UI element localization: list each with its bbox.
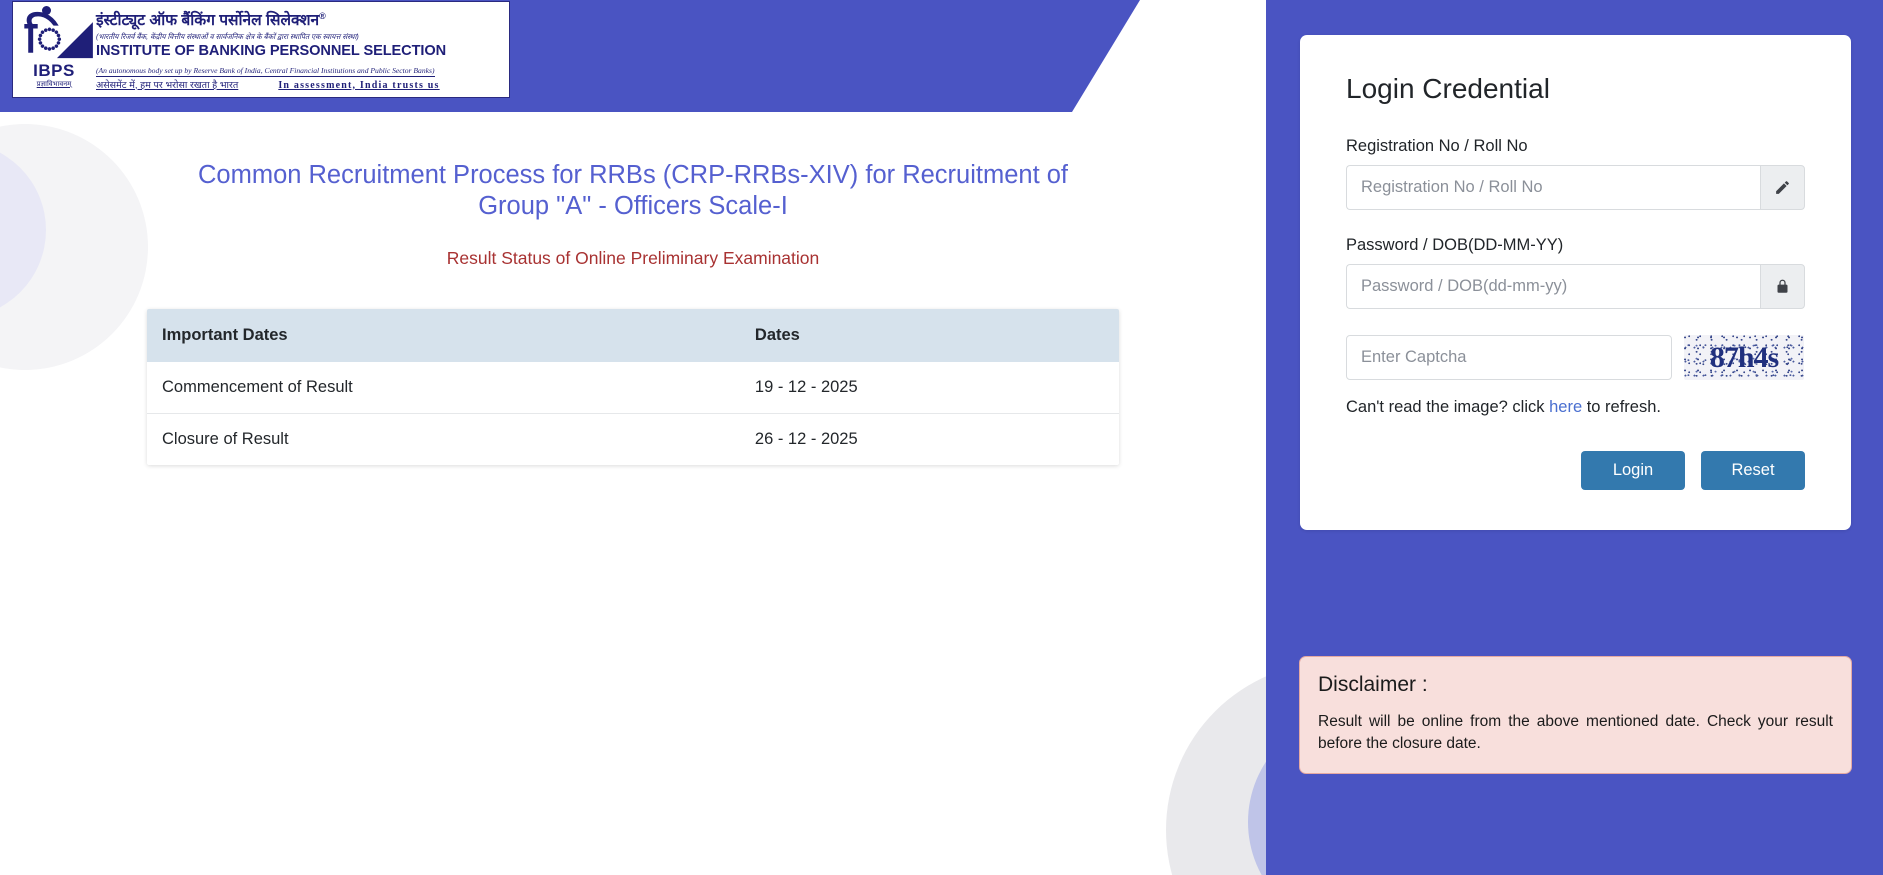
table-cell-event-label: Commencement of Result — [162, 378, 353, 396]
ibps-emblem: ि◢ IBPS प्रज्ञाविभावनम् — [19, 5, 92, 94]
table-cell-event-date: 26 - 12 - 2025 — [739, 413, 1119, 465]
captcha-hint-prefix: Can't read the image? click — [1346, 398, 1550, 416]
password-input-group — [1346, 264, 1805, 309]
table-header-dates: Dates — [739, 309, 1119, 362]
logo-text-block: इंस्टीट्यूट ऑफ बैंकिंग पर्सोनेल सिलेक्शन… — [89, 7, 503, 91]
registration-label: Registration No / Roll No — [1346, 137, 1528, 155]
captcha-hint-suffix: to refresh. — [1582, 398, 1661, 416]
pencil-icon[interactable] — [1760, 165, 1805, 210]
login-heading: Login Credential — [1346, 73, 1550, 104]
disclaimer-box: Disclaimer : Result will be online from … — [1299, 656, 1852, 774]
captcha-refresh-hint: Can't read the image? click here to refr… — [1346, 398, 1805, 417]
important-dates-card: Important Dates Dates Commencement of Re… — [147, 309, 1119, 465]
captcha-input[interactable] — [1346, 335, 1672, 380]
login-button-row: Login Reset — [1346, 451, 1805, 490]
reset-button[interactable]: Reset — [1701, 451, 1805, 490]
main-content: Common Recruitment Process for RRBs (CRP… — [0, 112, 1266, 465]
login-card: Login Credential Registration No / Roll … — [1300, 35, 1851, 530]
logo-english-title: INSTITUTE OF BANKING PERSONNEL SELECTION — [96, 42, 447, 59]
table-row: Commencement of Result 19 - 12 - 2025 — [147, 362, 1119, 414]
captcha-refresh-link[interactable]: here — [1549, 398, 1583, 416]
page-subtitle: Result Status of Online Preliminary Exam… — [446, 248, 820, 268]
password-input[interactable] — [1346, 264, 1760, 309]
lock-icon[interactable] — [1760, 264, 1805, 309]
table-cell-event-label: Closure of Result — [147, 413, 740, 465]
page-title: Common Recruitment Process for RRBs (CRP… — [197, 161, 1069, 220]
logo-english-subtitle: (An autonomous body set up by Reserve Ba… — [96, 65, 435, 77]
table-header-row: Important Dates Dates — [147, 309, 1119, 362]
captcha-image: 87h4s — [1684, 335, 1804, 380]
emblem-icon: ि◢ — [25, 5, 92, 64]
logo-tagline-english: In assessment, India trusts us — [278, 79, 440, 91]
table-cell-event-date: 19 - 12 - 2025 — [754, 378, 858, 396]
ibps-logo: ि◢ IBPS प्रज्ञाविभावनम् इंस्टीट्यूट ऑफ ब… — [12, 1, 510, 98]
disclaimer-body: Result will be online from the above men… — [1318, 713, 1833, 752]
registered-mark-icon: ® — [319, 11, 326, 22]
table-header-important-dates: Important Dates — [147, 309, 740, 362]
logo-sanskrit-motto: प्रज्ञाविभावनम् — [36, 80, 72, 88]
table-head: Important Dates Dates — [147, 309, 1119, 362]
table-body: Commencement of Result 19 - 12 - 2025 Cl… — [147, 362, 1119, 465]
emblem-glyph: ि◢ — [25, 12, 92, 62]
logo-hindi-title: इंस्टीट्यूट ऑफ बैंकिंग पर्सोनेल सिलेक्शन… — [96, 7, 503, 30]
logo-hindi-title-text: इंस्टीट्यूट ऑफ बैंकिंग पर्सोनेल सिलेक्शन — [96, 12, 320, 30]
login-button[interactable]: Login — [1581, 451, 1685, 490]
important-dates-table: Important Dates Dates Commencement of Re… — [147, 309, 1119, 465]
emblem-dot-icon — [42, 5, 51, 15]
registration-input-group — [1346, 165, 1805, 210]
password-label: Password / DOB(DD-MM-YY) — [1346, 236, 1564, 254]
captcha-image-text: 87h4s — [1709, 340, 1779, 374]
logo-tagline-row: असेसमेंट में, हम पर भरोसा रखता है भारत I… — [96, 79, 503, 92]
logo-acronym: IBPS — [33, 60, 75, 80]
logo-tagline-hindi: असेसमेंट में, हम पर भरोसा रखता है भारत — [96, 79, 239, 91]
captcha-row: 87h4s — [1346, 335, 1805, 380]
registration-input[interactable] — [1346, 165, 1760, 210]
table-row: Closure of Result 26 - 12 - 2025 — [147, 413, 1119, 465]
logo-hindi-subtitle: (भारतीय रिजर्व बैंक, केंद्रीय वित्तीय सं… — [96, 31, 359, 41]
disclaimer-title: Disclaimer : — [1318, 673, 1428, 696]
